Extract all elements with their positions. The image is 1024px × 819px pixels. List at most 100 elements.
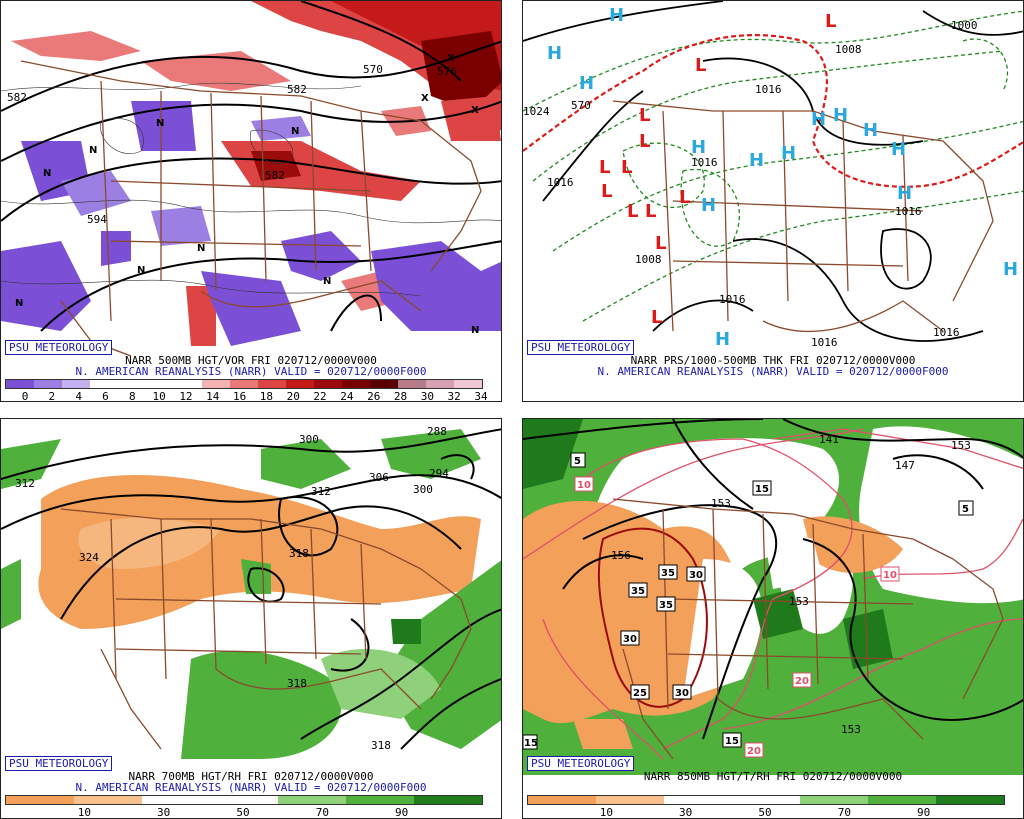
high-marker: H (701, 195, 716, 216)
high-marker: H (781, 143, 796, 164)
colorbar-tick: 6 (102, 390, 109, 402)
low-marker: L (639, 105, 650, 126)
low-marker: L (825, 11, 836, 32)
high-marker: H (863, 120, 878, 141)
colorbar-segment (34, 380, 62, 388)
colorbar-tick: 50 (236, 806, 250, 819)
map-500mb: 570 582 582 582 594 576 N N N N N N N N … (1, 1, 501, 361)
rh-shading (523, 419, 1023, 775)
colorbar-tick: 22 (313, 390, 327, 402)
colorbar-tick: 90 (395, 806, 409, 819)
max-marker: X (471, 105, 479, 116)
vorticity-colorbar (5, 379, 483, 389)
temp-label: 35 (659, 600, 673, 611)
temp-label-box: 10 (574, 476, 594, 492)
colorbar-tick: 18 (259, 390, 274, 402)
contour-label: 1016 (895, 205, 922, 218)
thickness-570-line (523, 34, 1023, 188)
high-marker: H (579, 73, 594, 94)
high-marker: H (691, 137, 706, 158)
panel-850mb-temp-rh: 141 147 153 153 153 156 153 5 10 15 35 3… (522, 418, 1024, 819)
contour-label: 300 (299, 433, 319, 446)
temp-label-box: 30 (672, 684, 692, 700)
high-marker: H (1003, 259, 1018, 280)
temp-label-box: 35 (658, 564, 678, 580)
temp-label: 30 (623, 634, 637, 645)
contour-label: 294 (429, 467, 449, 480)
low-marker: L (599, 157, 610, 178)
map-700mb: 312 300 312 306 300 294 324 318 318 318 … (1, 419, 501, 775)
contour-label: 288 (427, 425, 447, 438)
colorbar-segment (370, 380, 398, 388)
temp-label: 15 (755, 484, 769, 495)
contour-labels: 141 147 153 153 153 156 153 (611, 433, 971, 736)
contour-label: 147 (895, 459, 915, 472)
contour-label: 570 (571, 99, 591, 112)
high-marker: H (897, 183, 912, 204)
colorbar-segment (800, 796, 868, 804)
colorbar-segment (398, 380, 426, 388)
panel-700mb-rh: 312 300 312 306 300 294 324 318 318 318 … (0, 418, 502, 819)
map-title: NARR 500MB HGT/VOR FRI 020712/0000V000 (125, 354, 377, 367)
temp-label: 20 (747, 746, 761, 757)
panel-500mb-vorticity: 570 582 582 582 594 576 N N N N N N N N … (0, 0, 502, 402)
vorticity-shading (1, 1, 501, 346)
low-marker: L (651, 307, 662, 328)
colorbar-segment (258, 380, 286, 388)
high-marker: H (547, 43, 562, 64)
colorbar-segment (174, 380, 202, 388)
colorbar-segment (146, 380, 174, 388)
colorbar-tick: 10 (77, 806, 91, 819)
rh-colorbar (5, 795, 483, 805)
low-marker: L (655, 233, 666, 254)
rh-colorbar (527, 795, 1005, 805)
colorbar-segment (230, 380, 258, 388)
map-subtitle: N. AMERICAN REANALYSIS (NARR) VALID = 02… (75, 781, 427, 794)
contour-label: 1024 (523, 105, 550, 118)
min-marker: N (471, 325, 479, 336)
contour-label: 318 (289, 547, 309, 560)
max-marker: X (421, 93, 429, 104)
contour-label: 153 (951, 439, 971, 452)
contour-label: 318 (371, 739, 391, 752)
low-marker: L (639, 131, 650, 152)
contour-label: 300 (413, 483, 433, 496)
contour-label: 318 (287, 677, 307, 690)
temp-label: 10 (577, 480, 591, 491)
colorbar-tick: 30 (679, 806, 693, 819)
colorbar-segment (62, 380, 90, 388)
temp-label-box: 25 (630, 684, 650, 700)
temp-label-box: 20 (792, 672, 812, 688)
colorbar-tick: 28 (393, 390, 408, 402)
contour-label: 156 (611, 549, 631, 562)
rh-colorbar-ticks: 10 30 50 70 90 (527, 806, 1003, 818)
colorbar-tick: 30 (420, 390, 434, 402)
temperature-labels: 5 10 15 35 30 35 35 30 25 30 15 20 20 10… (523, 452, 974, 758)
min-marker: N (197, 243, 205, 254)
temp-label: 10 (883, 570, 897, 581)
colorbar-tick: 16 (232, 390, 247, 402)
colorbar-segment (426, 380, 454, 388)
temp-label-box: 30 (620, 630, 640, 646)
colorbar-tick: 32 (447, 390, 461, 402)
colorbar-tick: 30 (157, 806, 171, 819)
contour-label: 312 (15, 477, 35, 490)
temp-label: 35 (631, 586, 645, 597)
height-contours (1, 428, 501, 750)
temp-label-box: 5 (570, 452, 586, 468)
low-marker: L (627, 201, 638, 222)
political-borders (612, 100, 994, 332)
temp-label-box: 35 (656, 596, 676, 612)
map-850mb: 141 147 153 153 153 156 153 5 10 15 35 3… (523, 419, 1023, 775)
colorbar-segment (454, 380, 482, 388)
contour-label: 582 (7, 91, 27, 104)
colorbar-tick: 20 (286, 390, 300, 402)
panel-pressure-thickness: 1000 1008 1016 1024 570 1016 1016 1016 1… (522, 0, 1024, 402)
colorbar-segment (142, 796, 210, 804)
colorbar-segment (936, 796, 1004, 804)
contour-label: 141 (819, 433, 839, 446)
colorbar-tick: 0 (21, 390, 29, 402)
min-marker: N (291, 126, 299, 137)
min-marker: N (323, 276, 331, 287)
colorbar-segment (286, 380, 314, 388)
